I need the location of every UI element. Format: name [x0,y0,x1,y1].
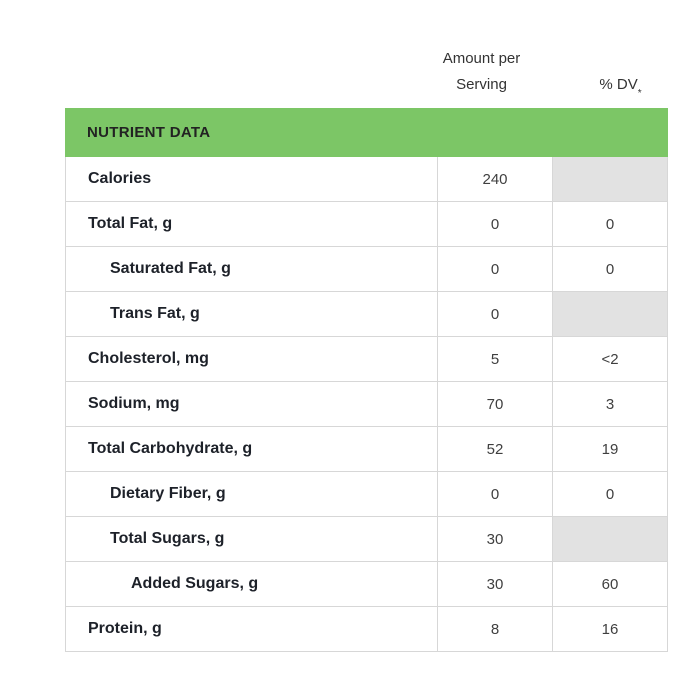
nutrient-label: Saturated Fat, g [110,260,231,277]
amount-cell: 30 [437,562,552,606]
nutrient-label: Dietary Fiber, g [110,485,226,502]
dv-cell [552,517,667,561]
nutrient-label: Protein, g [88,620,162,637]
amount-header-line1: Amount per [442,50,521,67]
dv-cell: <2 [552,337,667,381]
amount-cell: 70 [437,382,552,426]
amount-cell: 0 [437,472,552,516]
amount-cell: 8 [437,607,552,651]
nutrient-data-table: Amount per Serving % DV * NUTRIENT DATA C… [65,50,668,652]
amount-per-serving-header: Amount per Serving [424,50,539,108]
section-header-title: NUTRIENT DATA [87,124,211,141]
table-row-calories: Calories 240 [66,157,667,202]
nutrient-label: Total Fat, g [88,215,173,232]
dv-cell: 19 [552,427,667,471]
table-row-total-carbohydrate: Total Carbohydrate, g 52 19 [66,427,667,472]
amount-cell: 0 [437,247,552,291]
table-row-sodium: Sodium, mg 70 3 [66,382,667,427]
table-row-total-sugars: Total Sugars, g 30 [66,517,667,562]
dv-cell [552,292,667,336]
table-body: Calories 240 Total Fat, g 0 0 Saturated … [65,157,668,652]
dv-cell: 0 [552,472,667,516]
column-headers: Amount per Serving % DV * [65,50,668,108]
nutrient-label: Total Sugars, g [110,530,225,547]
table-row-saturated-fat: Saturated Fat, g 0 0 [66,247,667,292]
amount-cell: 0 [437,202,552,246]
table-row-dietary-fiber: Dietary Fiber, g 0 0 [66,472,667,517]
dv-cell: 0 [552,247,667,291]
dv-header: % DV * [563,50,678,108]
nutrient-label: Trans Fat, g [110,305,200,322]
amount-cell: 240 [437,157,552,201]
amount-cell: 52 [437,427,552,471]
dv-cell: 0 [552,202,667,246]
amount-cell: 0 [437,292,552,336]
dv-header-label: % DV [599,76,638,93]
nutrient-label: Cholesterol, mg [88,350,209,367]
table-row-added-sugars: Added Sugars, g 30 60 [66,562,667,607]
table-row-cholesterol: Cholesterol, mg 5 <2 [66,337,667,382]
amount-cell: 30 [437,517,552,561]
dv-cell: 16 [552,607,667,651]
amount-cell: 5 [437,337,552,381]
label-column-spacer [65,50,438,108]
nutrient-label: Total Carbohydrate, g [88,440,253,457]
dv-cell: 3 [552,382,667,426]
table-row-trans-fat: Trans Fat, g 0 [66,292,667,337]
table-row-total-fat: Total Fat, g 0 0 [66,202,667,247]
table-row-protein: Protein, g 8 16 [66,607,667,652]
dv-cell: 60 [552,562,667,606]
dv-cell [552,157,667,201]
nutrient-label: Sodium, mg [88,395,180,412]
amount-header-line2: Serving [456,76,507,93]
table-section-header: NUTRIENT DATA [65,108,668,157]
nutrient-label: Added Sugars, g [131,575,259,592]
nutrient-label: Calories [88,170,152,187]
